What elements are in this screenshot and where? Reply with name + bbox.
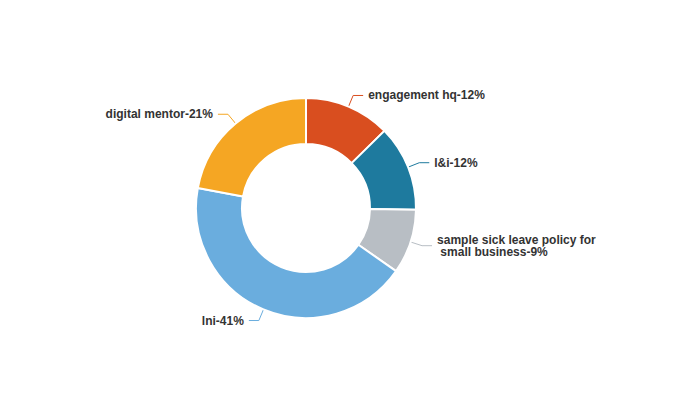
svg-text:lni-41%: lni-41%	[202, 314, 244, 328]
svg-text:digital mentor-21%: digital mentor-21%	[106, 107, 214, 121]
svg-text:sample sick leave policy for: sample sick leave policy for	[437, 232, 596, 247]
svg-text:l&i-12%: l&i-12%	[434, 156, 478, 170]
svg-text:engagement hq-12%: engagement hq-12%	[368, 88, 485, 102]
svg-text:small business-9%: small business-9%	[437, 245, 548, 259]
